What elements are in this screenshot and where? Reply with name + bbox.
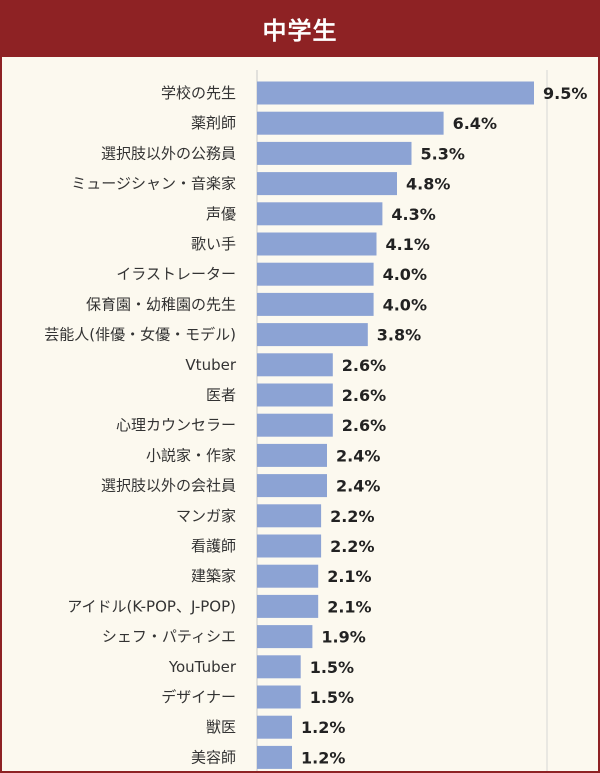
bar-10 <box>257 383 333 407</box>
category-label-4: 声優 <box>206 205 236 223</box>
category-label-20: デザイナー <box>161 688 236 706</box>
bar-18 <box>257 625 313 649</box>
bars-group: 学校の先生 9.5% 薬剤師 6.4% 選択肢以外の公務員 5.3% ミュージシャン・音楽家… <box>44 81 587 769</box>
value-label-17: 2.1% <box>327 597 371 616</box>
value-label-15: 2.2% <box>330 537 374 556</box>
bar-9 <box>257 353 333 377</box>
category-label-9: Vtuber <box>185 356 236 374</box>
category-label-0: 学校の先生 <box>161 84 236 102</box>
bar-0 <box>257 81 534 105</box>
bar-21 <box>257 715 292 739</box>
panel-border <box>0 56 600 773</box>
category-label-15: 看護師 <box>191 537 236 555</box>
value-label-6: 4.0% <box>383 265 427 284</box>
bar-19 <box>257 655 301 679</box>
category-label-5: 歌い手 <box>191 235 236 253</box>
bar-1 <box>257 111 444 135</box>
bar-6 <box>257 262 374 286</box>
category-label-10: 医者 <box>206 386 236 404</box>
bar-15 <box>257 534 322 558</box>
category-label-2: 選択肢以外の公務員 <box>101 144 236 162</box>
value-label-4: 4.3% <box>391 205 435 224</box>
value-label-20: 1.5% <box>310 688 354 707</box>
bar-7 <box>257 292 374 316</box>
header-title: 中学生 <box>262 16 338 45</box>
category-label-18: シェフ・パティシエ <box>102 628 236 646</box>
chart-panel: 学校の先生 9.5% 薬剤師 6.4% 選択肢以外の公務員 5.3% ミュージシャン・音楽家… <box>0 56 600 773</box>
value-label-0: 9.5% <box>543 84 587 103</box>
value-label-5: 4.1% <box>386 235 430 254</box>
bar-17 <box>257 594 319 618</box>
value-label-7: 4.0% <box>383 295 427 314</box>
category-label-21: 獣医 <box>206 718 236 736</box>
bar-12 <box>257 443 327 467</box>
value-label-1: 6.4% <box>453 114 497 133</box>
value-label-11: 2.6% <box>342 416 386 435</box>
category-label-8: 芸能人(俳優・女優・モデル) <box>44 326 236 344</box>
value-label-16: 2.1% <box>327 567 371 586</box>
value-label-8: 3.8% <box>377 326 421 345</box>
value-label-14: 2.2% <box>330 507 374 526</box>
category-label-14: マンガ家 <box>176 507 236 525</box>
category-label-3: ミュージシャン・音楽家 <box>71 175 236 193</box>
category-label-11: 心理カウンセラー <box>116 416 236 434</box>
value-label-3: 4.8% <box>406 175 450 194</box>
category-label-22: 美容師 <box>191 748 236 766</box>
bar-14 <box>257 504 322 528</box>
value-label-22: 1.2% <box>301 748 345 767</box>
category-label-13: 選択肢以外の会社員 <box>101 477 236 495</box>
category-label-19: YouTuber <box>168 658 237 676</box>
bar-5 <box>257 232 377 256</box>
category-label-16: 建築家 <box>191 567 236 585</box>
bar-chart: 学校の先生 9.5% 薬剤師 6.4% 選択肢以外の公務員 5.3% ミュージシャン・音楽家… <box>0 56 600 773</box>
category-label-6: イラストレーター <box>116 265 236 283</box>
value-label-9: 2.6% <box>342 356 386 375</box>
chart-header: 中学生 <box>0 0 600 56</box>
value-label-2: 5.3% <box>421 144 465 163</box>
bar-11 <box>257 413 333 437</box>
bar-2 <box>257 141 412 165</box>
category-label-1: 薬剤師 <box>191 114 236 132</box>
bar-3 <box>257 172 397 196</box>
value-label-10: 2.6% <box>342 386 386 405</box>
bar-4 <box>257 202 383 226</box>
value-label-21: 1.2% <box>301 718 345 737</box>
bar-13 <box>257 474 327 498</box>
value-label-13: 2.4% <box>336 477 380 496</box>
bar-20 <box>257 685 301 709</box>
value-label-18: 1.9% <box>321 628 365 647</box>
value-label-19: 1.5% <box>310 658 354 677</box>
bar-8 <box>257 323 368 347</box>
category-label-17: アイドル(K-POP、J-POP) <box>67 597 236 615</box>
bar-16 <box>257 564 319 588</box>
category-label-7: 保育園・幼稚園の先生 <box>86 295 236 313</box>
bar-22 <box>257 745 292 769</box>
category-label-12: 小説家・作家 <box>146 446 236 464</box>
value-label-12: 2.4% <box>336 446 380 465</box>
